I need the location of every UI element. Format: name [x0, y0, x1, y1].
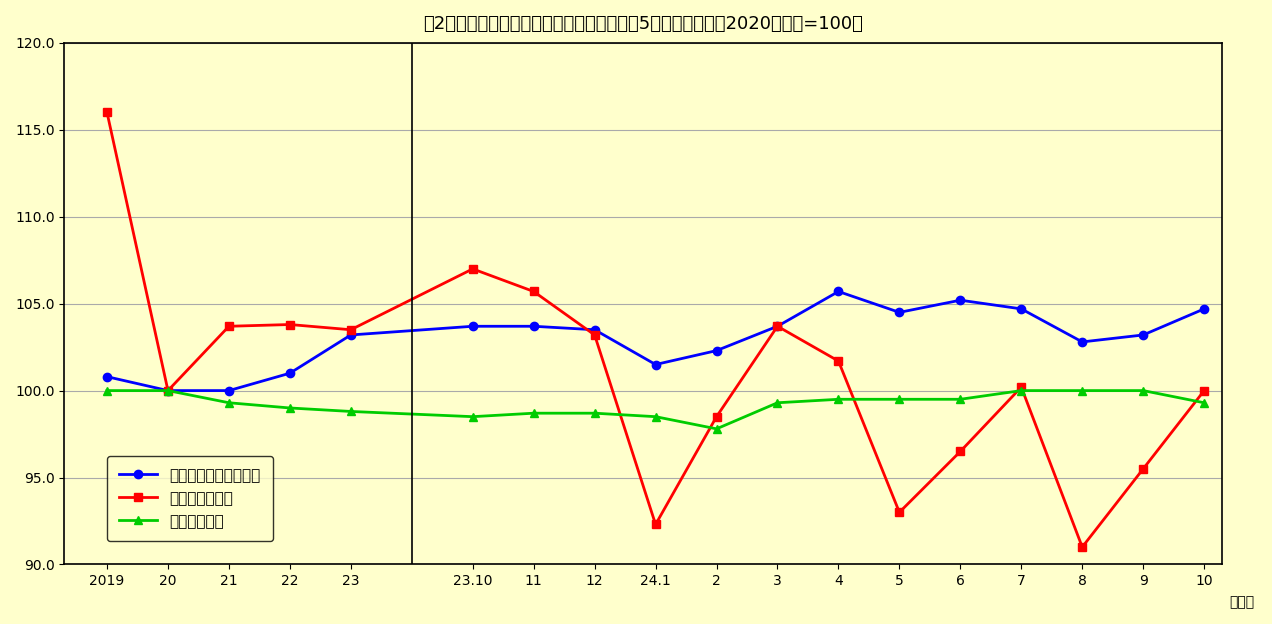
所定外労働時間	[647, 520, 663, 528]
所定外労働時間	[831, 358, 846, 365]
常用雇用指数	[343, 407, 359, 415]
きまって支給する給与	[466, 323, 481, 330]
所定外労働時間	[892, 509, 907, 516]
きまって支給する給与	[221, 387, 237, 394]
きまって支給する給与	[1014, 305, 1029, 313]
所定外労働時間	[343, 326, 359, 333]
常用雇用指数	[1197, 399, 1212, 406]
所定外労働時間	[1136, 465, 1151, 472]
常用雇用指数	[527, 409, 542, 417]
所定外労働時間	[160, 387, 176, 394]
きまって支給する給与	[343, 331, 359, 339]
所定外労働時間	[770, 323, 785, 330]
常用雇用指数	[770, 399, 785, 406]
きまって支給する給与	[160, 387, 176, 394]
所定外労働時間	[586, 331, 602, 339]
常用雇用指数	[160, 387, 176, 394]
きまって支給する給与	[953, 296, 968, 304]
常用雇用指数	[831, 396, 846, 403]
所定外労働時間	[282, 321, 298, 328]
所定外労働時間	[221, 323, 237, 330]
きまって支給する給与	[1075, 338, 1090, 346]
所定外労働時間	[953, 447, 968, 455]
きまって支給する給与	[99, 373, 114, 381]
常用雇用指数	[1136, 387, 1151, 394]
きまって支給する給与	[1197, 305, 1212, 313]
Title: 図2　指数の推移（調査産業計、事業所規模5人以上）　　（2020年平均=100）: 図2 指数の推移（調査産業計、事業所規模5人以上） （2020年平均=100）	[424, 15, 864, 33]
きまって支給する給与	[892, 309, 907, 316]
常用雇用指数	[709, 425, 724, 432]
きまって支給する給与	[1136, 331, 1151, 339]
きまって支給する給与	[831, 288, 846, 295]
きまって支給する給与	[647, 361, 663, 368]
Line: 所定外労働時間: 所定外労働時間	[103, 108, 1208, 551]
常用雇用指数	[221, 399, 237, 406]
所定外労働時間	[466, 265, 481, 273]
Legend: きまって支給する給与, 所定外労働時間, 常用雇用指数: きまって支給する給与, 所定外労働時間, 常用雇用指数	[107, 456, 272, 541]
常用雇用指数	[1014, 387, 1029, 394]
Text: （月）: （月）	[1229, 595, 1254, 609]
きまって支給する給与	[709, 347, 724, 354]
きまって支給する給与	[282, 369, 298, 377]
常用雇用指数	[892, 396, 907, 403]
所定外労働時間	[1197, 387, 1212, 394]
常用雇用指数	[953, 396, 968, 403]
常用雇用指数	[586, 409, 602, 417]
きまって支給する給与	[586, 326, 602, 333]
所定外労働時間	[527, 288, 542, 295]
所定外労働時間	[709, 413, 724, 421]
常用雇用指数	[466, 413, 481, 421]
所定外労働時間	[99, 109, 114, 116]
Line: きまって支給する給与: きまって支給する給与	[103, 287, 1208, 395]
所定外労働時間	[1014, 383, 1029, 391]
Line: 常用雇用指数: 常用雇用指数	[103, 386, 1208, 433]
所定外労働時間	[1075, 544, 1090, 551]
きまって支給する給与	[527, 323, 542, 330]
常用雇用指数	[1075, 387, 1090, 394]
常用雇用指数	[282, 404, 298, 412]
常用雇用指数	[99, 387, 114, 394]
常用雇用指数	[647, 413, 663, 421]
きまって支給する給与	[770, 323, 785, 330]
